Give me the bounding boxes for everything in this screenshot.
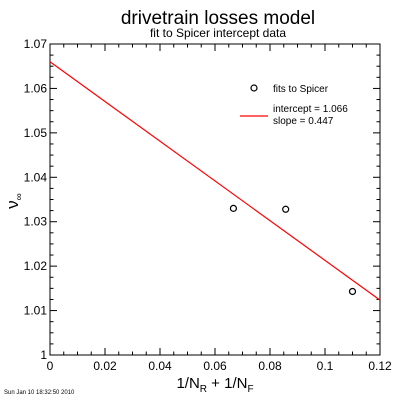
legend: fits to Spicer intercept = 1.066 slope =… [240,84,348,127]
y-tick-label: 1.03 [24,215,48,229]
legend-label-slope: slope = 0.447 [273,116,334,127]
fit-line [49,61,381,301]
y-tick-label: 1.02 [24,259,48,273]
data-point [282,205,290,213]
y-tick-label: 1.05 [24,126,48,140]
x-axis-label: 1/NR + 1/NF [176,375,253,395]
axis-ticks [49,43,381,356]
x-tick-label: 0.02 [93,359,117,373]
y-axis-label: ν∞ [3,193,25,209]
y-tick-label: 1.04 [24,170,48,184]
y-tick-label: 1.07 [24,37,48,51]
y-tick-label: 1 [40,348,47,362]
y-tick-label: 1.01 [24,304,48,318]
points-layer [229,204,357,296]
axis-tick-labels: 0 0.02 0.04 0.06 0.08 0.1 0.12 1 1.01 1.02 1.03 1.0… [24,37,392,373]
chart-title: drivetrain losses model [121,8,315,29]
legend-label-intercept: intercept = 1.066 [273,104,348,115]
x-tick-label: 0.1 [317,359,334,373]
y-tick-label: 1.06 [24,81,48,95]
data-point [229,204,238,212]
data-point [348,287,357,296]
x-tick-label: 0.06 [203,359,227,373]
legend-marker-points [250,84,258,92]
x-tick-label: 0.08 [258,359,282,373]
x-tick-label: 0.04 [148,359,172,373]
x-tick-label: 0.12 [368,359,392,373]
x-tick-label: 0 [47,359,54,373]
chart-subtitle: fit to Spicer intercept data [150,26,286,40]
footer-timestamp: Sun Jan 10 18:32:50 2010 [4,390,75,396]
fit-line-layer [49,61,381,301]
plot-area [49,43,381,356]
legend-label-points: fits to Spicer [273,84,329,95]
